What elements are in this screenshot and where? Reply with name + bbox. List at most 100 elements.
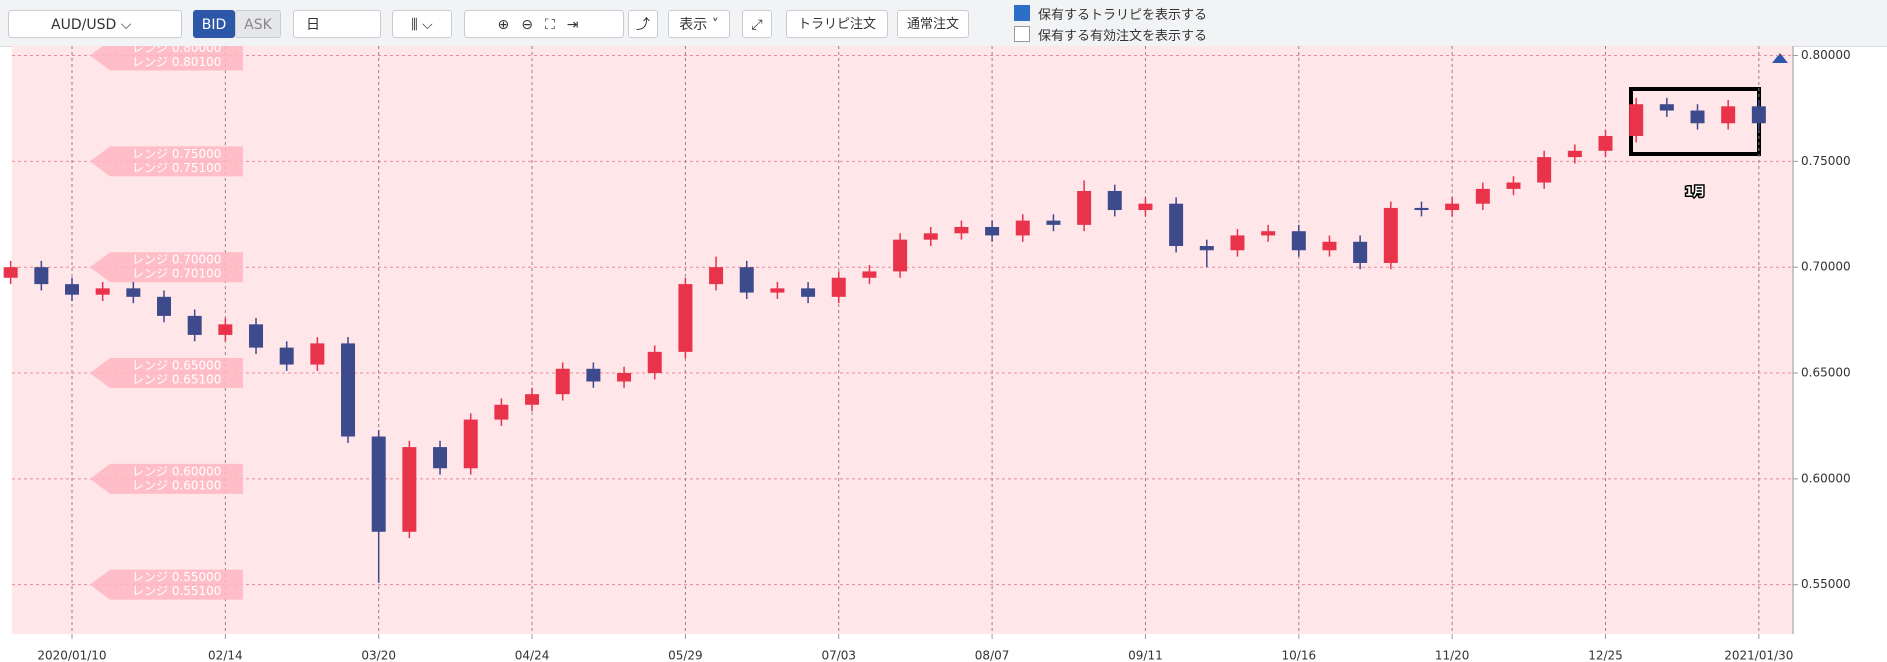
x-tick-label: 10/16 xyxy=(1282,649,1317,662)
candle-body xyxy=(1107,190,1122,211)
candle-body xyxy=(1383,207,1398,263)
period-select[interactable]: 日 xyxy=(293,10,381,38)
candle-body xyxy=(831,277,846,297)
y-tick-label: 0.70000 xyxy=(1801,260,1851,274)
range-tag-label: レンジ 0.55100 xyxy=(132,584,221,598)
x-tick-label: 12/25 xyxy=(1588,649,1623,662)
indicator[interactable]: ⤴ xyxy=(628,10,658,38)
x-tick-label: 02/14 xyxy=(208,649,243,662)
checkbox[interactable]: 保有するトラリピを表示する xyxy=(1014,4,1207,23)
candle-body xyxy=(1690,110,1705,124)
range-tag xyxy=(90,252,243,283)
candle-body xyxy=(1015,220,1030,236)
range-tag xyxy=(90,46,243,71)
candle-body xyxy=(34,267,49,285)
candle-body xyxy=(1445,203,1460,211)
candle-body xyxy=(65,284,79,295)
range-tag xyxy=(90,358,243,389)
label: 保有する有効注文を表示する xyxy=(1038,29,1208,44)
period: 日 xyxy=(306,17,320,33)
toolbar: AUD/USD ⌵ BID ASK 日 ⫼ ⌵ ⊕⊖⛶⇥ ⤴ 表示 ˅ ⤢ トラ… xyxy=(0,0,1887,47)
range-tag-label: レンジ 0.70100 xyxy=(132,267,221,281)
candle-body xyxy=(1230,235,1245,251)
bid-button[interactable]: BID xyxy=(193,10,235,38)
candle-body xyxy=(3,267,18,278)
candle-body xyxy=(95,288,110,295)
x-tick-label: 05/29 xyxy=(668,649,703,662)
candle-body xyxy=(678,284,693,352)
candle-body xyxy=(525,394,540,405)
range-tag xyxy=(90,463,243,494)
candle-body xyxy=(1537,157,1552,183)
y-tick-label: 0.55000 xyxy=(1801,577,1851,591)
range-tag-label: レンジ 0.55000 xyxy=(132,570,221,584)
candle-body xyxy=(402,447,417,532)
candle-body xyxy=(770,288,785,293)
marker xyxy=(1772,53,1788,63)
x-tick-label: 11/20 xyxy=(1435,649,1470,662)
chart-type[interactable]: ⫼ ⌵ xyxy=(392,10,452,38)
range-tag-label: レンジ 0.75000 xyxy=(132,147,221,161)
candle-body xyxy=(1353,241,1368,263)
candle-body xyxy=(586,368,601,382)
range-tag-label: レンジ 0.65000 xyxy=(132,359,221,373)
candle-body xyxy=(433,447,448,469)
candle-body xyxy=(249,324,264,348)
candle-body xyxy=(1567,150,1582,158)
y-tick-label: 0.65000 xyxy=(1801,366,1851,380)
candle-body xyxy=(862,271,877,278)
candle-body xyxy=(647,351,662,374)
candle-body xyxy=(341,343,356,437)
x-tick-label: 2021/01/30 xyxy=(1724,649,1793,662)
expand[interactable]: ⤢ xyxy=(742,10,772,38)
x-tick-label: 08/07 xyxy=(975,649,1010,662)
pair: AUD/USD xyxy=(51,17,117,33)
x-tick-label: 07/03 xyxy=(821,649,856,662)
candle-body xyxy=(801,288,816,297)
candle-body xyxy=(555,368,570,395)
range-tag-label: レンジ 0.65100 xyxy=(132,373,221,387)
candle-body xyxy=(279,347,294,365)
range-tag-label: レンジ 0.60100 xyxy=(132,478,221,492)
range-tag xyxy=(90,569,243,600)
x-tick-label: 2020/01/10 xyxy=(37,649,106,662)
range-tag-label: レンジ 0.80000 xyxy=(132,46,221,55)
candle-body xyxy=(709,267,724,285)
candle-body xyxy=(1138,203,1153,211)
candle-body xyxy=(1721,106,1736,124)
candle-body xyxy=(923,233,938,240)
candle-body xyxy=(1322,241,1337,251)
y-tick-label: 0.80000 xyxy=(1801,48,1851,62)
candle-body xyxy=(1414,207,1429,211)
candle-body xyxy=(1261,231,1276,236)
candle-body xyxy=(1598,135,1613,151)
candle-body xyxy=(463,419,478,469)
x-tick-label: 04/24 xyxy=(515,649,550,662)
candle-body xyxy=(985,226,1000,236)
traripi-order[interactable]: トラリピ注文 xyxy=(786,10,888,38)
checkbox[interactable]: 保有する有効注文を表示する xyxy=(1014,25,1207,44)
candle-body xyxy=(218,324,233,335)
zoom-tools[interactable]: ⊕⊖⛶⇥ xyxy=(464,10,624,38)
candle-body xyxy=(1199,246,1214,251)
candle-body xyxy=(1475,188,1490,204)
plot-bg xyxy=(12,46,1793,634)
normal-order[interactable]: 通常注文 xyxy=(897,10,969,38)
view-button[interactable]: 表示 ˅ xyxy=(668,10,730,38)
candle-body xyxy=(157,296,172,316)
ask-button[interactable]: ASK xyxy=(235,10,281,38)
x-tick-label: 09/11 xyxy=(1128,649,1163,662)
candle-body xyxy=(1169,203,1184,247)
candle-body xyxy=(494,404,509,420)
candle-body xyxy=(371,436,386,532)
range-tag xyxy=(90,146,243,177)
candle-body xyxy=(1077,190,1092,225)
candle-body xyxy=(954,226,969,234)
candle-body xyxy=(1291,231,1306,251)
chart: 0.80000 0.75000 0.70000 0.65000 0.60000 0.550… xyxy=(3,46,1851,662)
y-tick-label: 0.60000 xyxy=(1801,471,1851,485)
pair-select[interactable]: AUD/USD ⌵ xyxy=(8,10,182,38)
y-tick-label: 0.75000 xyxy=(1801,154,1851,168)
candle-body xyxy=(739,267,754,293)
